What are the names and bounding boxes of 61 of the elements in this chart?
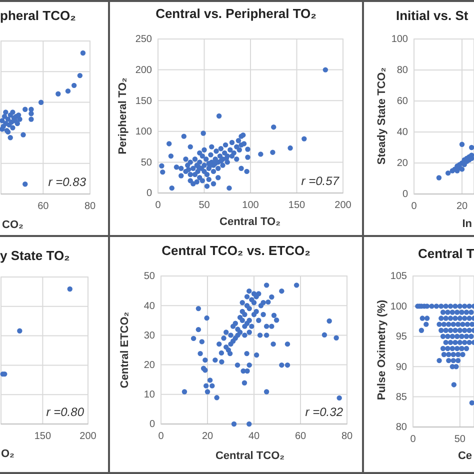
- y-tick-label: 200: [135, 65, 152, 76]
- x-axis-title: O₂: [1, 448, 15, 460]
- x-tick-label: 80: [341, 431, 353, 442]
- x-axis-title: Central TCO₂: [215, 450, 285, 462]
- y-tick-label: 100: [135, 126, 152, 138]
- y-axis-title: Pulse Oximetry (%): [376, 300, 388, 400]
- y-tick-label: 50: [144, 271, 156, 282]
- x-tick-label: 50: [454, 434, 466, 446]
- y-tick-label: 80: [396, 65, 408, 76]
- y-tick-label: 85: [396, 392, 408, 403]
- x-tick-label: 200: [334, 200, 352, 212]
- y-tick-label: 20: [396, 158, 408, 170]
- x-tick-label: 60: [294, 431, 306, 442]
- y-tick-label: 0: [149, 419, 156, 430]
- y-tick-label: 0: [402, 189, 408, 200]
- x-tick-label: 150: [34, 431, 52, 442]
- x-tick-label: 150: [288, 200, 306, 212]
- y-tick-label: 10: [144, 390, 156, 401]
- y-tick-label: 60: [396, 96, 408, 108]
- chart-title: Central TCO₂ vs. ETCO₂: [162, 243, 311, 258]
- annotation: r =0.83: [48, 175, 86, 189]
- y-tick-label: 50: [140, 157, 152, 168]
- y-tick-label: 0: [146, 188, 152, 200]
- y-tick-label: 250: [135, 34, 152, 46]
- x-tick-label: 60: [38, 201, 50, 212]
- x-axis-title: Central TO₂: [220, 216, 281, 228]
- y-axis-title: Steady State TCO₂: [376, 67, 388, 165]
- annotation: r =0.57: [301, 174, 340, 188]
- y-tick-label: 150: [135, 96, 152, 107]
- y-tick-label: 40: [144, 300, 156, 312]
- annotation: r =0.32: [305, 405, 344, 419]
- y-tick-label: 105: [390, 271, 408, 282]
- x-axis-title: CO₂: [2, 219, 24, 231]
- chart-title: Central vs. Peripheral TO₂: [156, 6, 317, 21]
- y-tick-label: 95: [396, 332, 408, 343]
- chart-title: Initial vs. St: [396, 8, 469, 23]
- x-tick-label: 50: [198, 200, 210, 212]
- x-axis-title: Ce: [458, 450, 472, 462]
- x-tick-label: 40: [248, 431, 260, 442]
- x-tick-label: 20: [202, 431, 214, 442]
- x-tick-label: 0: [158, 431, 164, 442]
- y-tick-label: 40: [396, 127, 408, 138]
- y-tick-label: 100: [391, 34, 408, 46]
- x-tick-label: 20: [456, 201, 468, 212]
- x-tick-label: 100: [242, 200, 260, 212]
- y-tick-label: 20: [144, 360, 156, 371]
- x-tick-label: 80: [84, 201, 96, 212]
- chart-title: Central T: [418, 246, 474, 261]
- y-axis-title: Central ETCO₂: [119, 312, 131, 388]
- x-axis-title: In: [462, 218, 472, 230]
- x-tick-label: 0: [411, 201, 418, 212]
- y-tick-label: 90: [396, 362, 408, 373]
- x-tick-label: 200: [80, 431, 97, 442]
- y-tick-label: 30: [144, 330, 156, 342]
- y-tick-label: 80: [396, 422, 408, 434]
- y-axis-title: Peripheral TO₂: [117, 77, 129, 154]
- chart-title: y State TO₂: [0, 248, 70, 263]
- chart-title: pheral TCO₂: [0, 8, 76, 23]
- x-tick-label: 0: [410, 434, 416, 446]
- y-tick-label: 100: [390, 301, 408, 312]
- annotation: r =0.80: [46, 405, 84, 419]
